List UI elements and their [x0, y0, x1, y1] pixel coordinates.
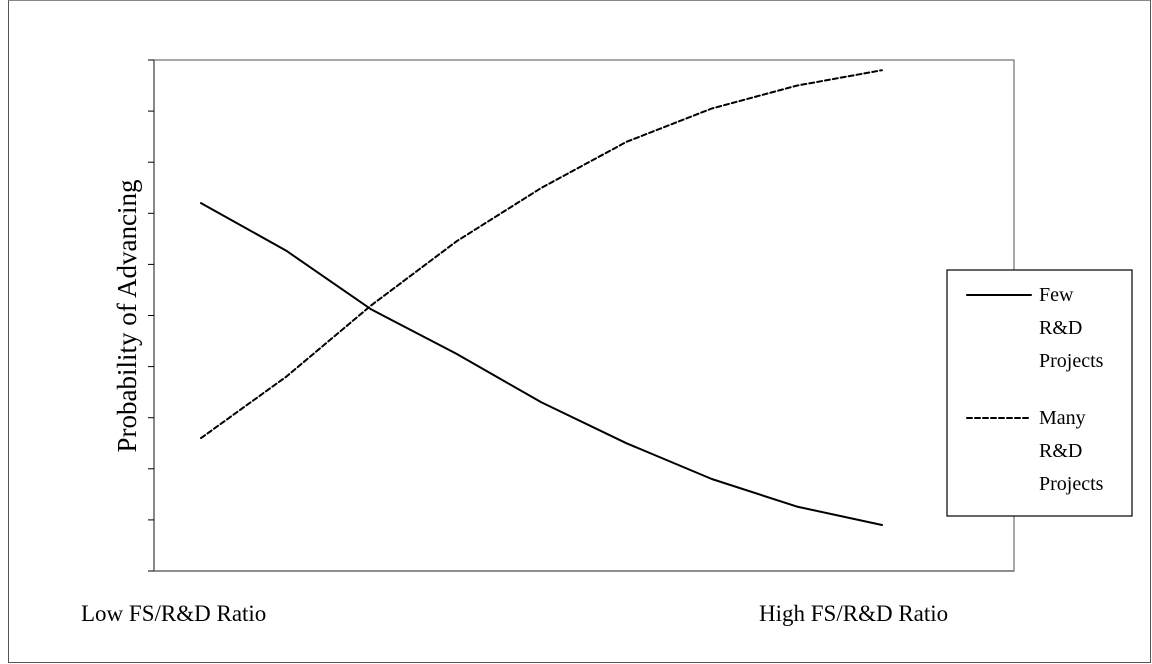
line-chart: Probability of Advancing Low FS/R&D Rati…: [81, 59, 1133, 626]
series-line-few-rd-projects: [200, 202, 883, 526]
legend-label: Few: [1039, 284, 1074, 306]
legend-label: R&D: [1039, 440, 1082, 462]
legend-label: R&D: [1039, 317, 1082, 339]
y-axis-label: Probability of Advancing: [112, 180, 142, 453]
chart-frame: Probability of Advancing Low FS/R&D Rati…: [8, 0, 1151, 663]
axes: [148, 59, 1015, 572]
legend-label: Projects: [1039, 473, 1104, 495]
x-axis-label-low: Low FS/R&D Ratio: [81, 601, 266, 626]
series-lines: [200, 69, 883, 526]
y-axis-ticks: [148, 59, 154, 572]
legend-box: [946, 269, 1133, 517]
legend-label: Projects: [1039, 350, 1104, 372]
x-axis-label-high: High FS/R&D Ratio: [759, 601, 948, 626]
legend-label: Many: [1039, 407, 1086, 429]
plot-area-border: [153, 59, 1015, 572]
series-line-many-rd-projects: [200, 69, 883, 440]
legend: Few R&D Projects Many R&D Projects: [946, 269, 1133, 517]
